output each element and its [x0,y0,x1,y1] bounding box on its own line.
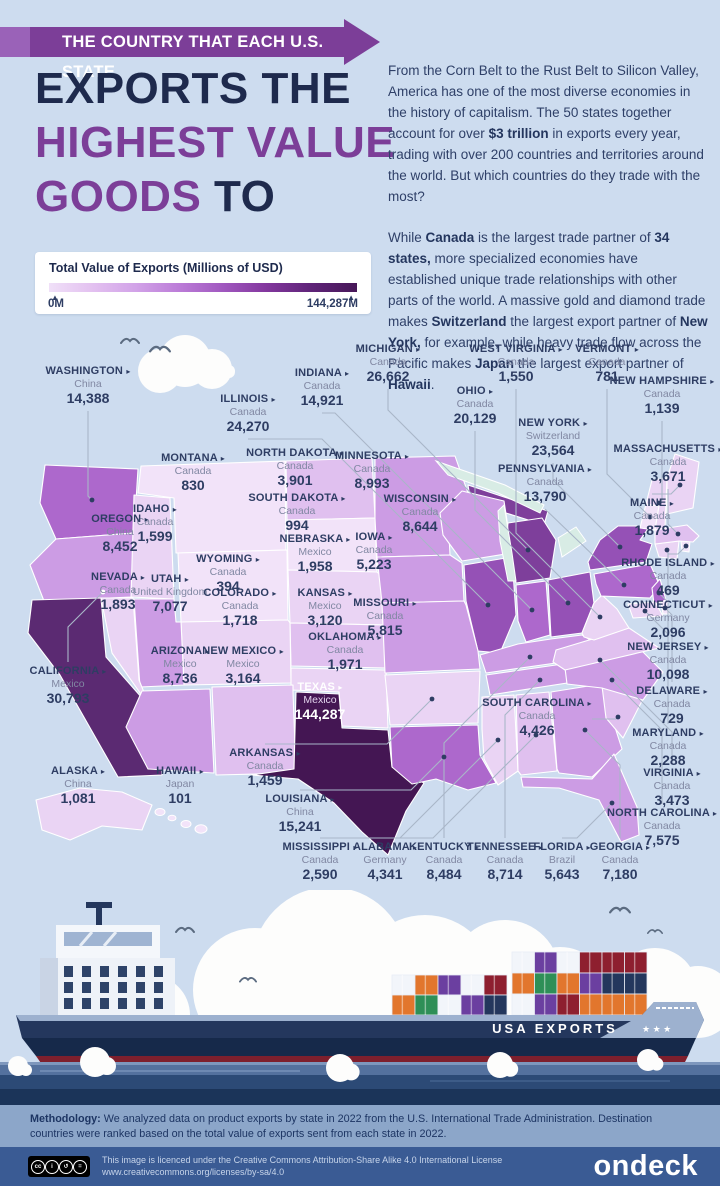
state-shape-MT [137,460,287,554]
banner-stripe [0,27,30,57]
legend-card: Total Value of Exports (Millions of USD)… [35,252,371,314]
state-shape-OR [29,532,135,602]
legend-min-label: 0M [48,298,64,310]
state-dot-GA [582,727,588,733]
state-dot-AR [429,696,435,702]
state-shape-NM [211,684,297,776]
hull-stars: ★ ★ ★ [642,1024,671,1034]
state-shape-AZ [125,688,215,774]
intro-paragraph-1: From the Corn Belt to the Rust Belt to S… [388,63,704,204]
state-dot-MA [675,531,681,537]
state-dot-MI [525,547,531,553]
cc-eq-icon: = [73,1159,87,1174]
banner-arrow-icon [344,19,380,65]
state-shape-WA [39,464,139,540]
cc-sa-icon: ↺ [59,1159,73,1174]
state-dot-TN [537,677,543,683]
state-shape-MO [381,600,481,674]
state-shape-FL [520,753,640,843]
state-dot-SC [615,714,621,720]
state-shape-ID [130,494,175,600]
state-dot-VA [597,657,603,663]
hull-text: USA EXPORTS [492,1021,618,1036]
legend-gradient-bar [49,283,357,292]
intro-paragraph-2: While Canada is the largest trade partne… [388,230,708,392]
state-dot-PA [621,582,627,588]
state-shape-CO [180,619,292,686]
state-dot-NY [617,544,623,550]
state-dot-IN [529,607,535,613]
state-dot-VT [647,514,653,520]
cargo-ship-scene: USA EXPORTS ★ ★ ★ [0,887,720,1105]
title-line2: HIGHEST VALUE [35,118,396,167]
creative-commons-badge: cc i ↺ = [28,1156,90,1177]
legend-max-label: 144,287M [306,298,358,310]
intro-text: From the Corn Belt to the Rust Belt to S… [388,60,708,415]
state-dot-MS [495,737,501,743]
methodology-text: Methodology: We analyzed data on product… [30,1113,653,1140]
legend-title: Total Value of Exports (Millions of USD) [49,261,283,275]
title-line1: EXPORTS THE [35,64,351,113]
state-dot-WV [597,614,603,620]
state-dot-NH [656,500,662,506]
state-dot-MD [642,608,648,614]
us-map [27,335,700,856]
cargo-ship-illustration: USA EXPORTS ★ ★ ★ [0,887,720,1105]
footer-bar: cc i ↺ = This image is licenced under th… [0,1147,720,1186]
us-export-map: WASHINGTON ▸ China 14,388 MICHIGAN ▸ Canada 2… [0,335,720,905]
cc-by-icon: i [45,1159,59,1174]
state-dot-LA [441,754,447,760]
ondeck-logo: ondeck [593,1150,698,1182]
legend-max-tick: ▲ [347,293,355,302]
state-dot-RI [683,543,689,549]
state-dot-WA [89,497,95,503]
methodology-band: Methodology: We analyzed data on product… [0,1105,720,1147]
state-dot-CT [664,547,670,553]
state-shape-PA [593,563,661,599]
cc-icon: cc [31,1159,45,1174]
state-dot-CA [100,589,106,595]
state-dot-IL [485,602,491,608]
state-shape-TX [251,691,425,856]
state-shape-WY [177,549,289,623]
state-shape-AK [35,787,153,841]
state-dot-OH [565,600,571,606]
license-text: This image is licenced under the Creativ… [102,1155,503,1177]
legend-min-tick: ▲ [51,293,59,302]
banner-text: THE COUNTRY THAT EACH U.S. STATE [30,27,344,81]
state-shape-UT [133,598,185,688]
state-shape-SD [286,517,378,573]
state-dot-FL [609,800,615,806]
state-dot-ME [677,482,683,488]
state-shape-ME [666,453,700,515]
state-dot-AL [533,732,539,738]
title-line3: GOODS TO [35,172,276,221]
state-shape-ND [285,457,376,521]
page-title: EXPORTS THE HIGHEST VALUE GOODS TO [35,62,465,224]
state-dot-DE [662,605,668,611]
state-dot-NC [609,677,615,683]
state-dot-NJ [656,590,662,596]
state-shape-NE [287,569,391,626]
state-shape-WV [581,594,630,641]
state-dot-KY [527,654,533,660]
state-shape-KS [289,622,387,669]
state-shape-IA [376,554,465,604]
